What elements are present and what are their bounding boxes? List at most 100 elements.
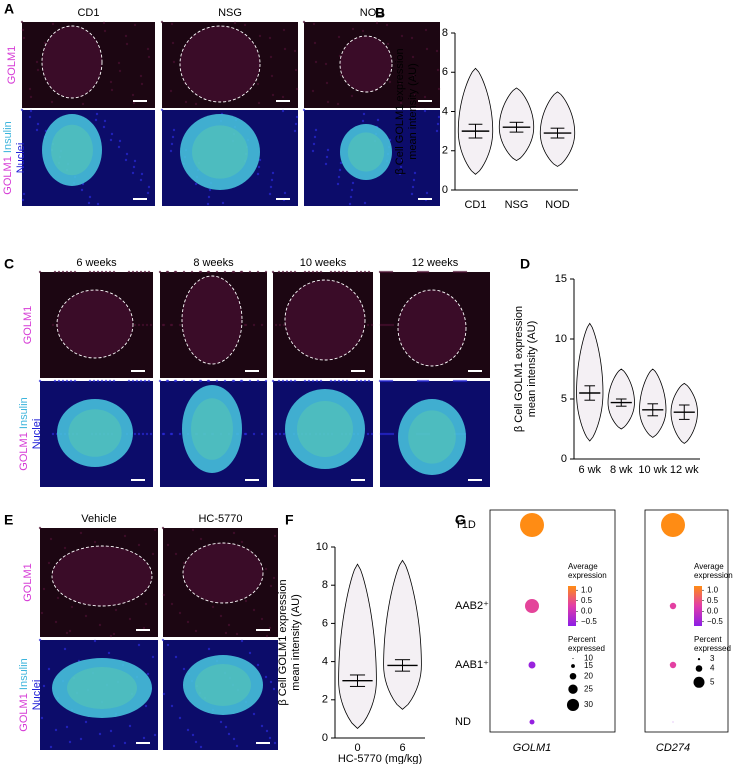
texture: [165, 379, 169, 383]
texture: [349, 195, 353, 199]
texture: [22, 36, 26, 40]
micrograph: [160, 20, 299, 108]
islet: [398, 399, 466, 475]
y-tick-label: 15: [555, 273, 567, 285]
micrograph: [271, 270, 374, 378]
texture: [313, 135, 317, 139]
violin: [457, 67, 494, 175]
texture: [162, 593, 166, 597]
texture: [182, 379, 186, 383]
panel-label: G: [455, 512, 466, 528]
texture: [388, 379, 392, 383]
texture: [307, 270, 311, 274]
texture: [273, 534, 277, 538]
texture: [133, 432, 137, 436]
dot: [528, 661, 536, 669]
texture: [386, 270, 390, 274]
y-tick-label: 6: [322, 617, 328, 629]
texture: [248, 651, 252, 655]
texture: [258, 158, 262, 162]
texture: [268, 36, 272, 40]
texture: [400, 34, 404, 38]
row-label-part: Insulin: [2, 121, 14, 153]
texture: [256, 379, 260, 383]
texture: [102, 125, 106, 129]
texture: [312, 22, 316, 26]
islet-outline: [51, 545, 153, 607]
texture: [437, 87, 441, 91]
texture: [56, 596, 60, 600]
texture: [289, 270, 293, 274]
texture: [264, 675, 268, 679]
texture: [151, 552, 155, 556]
texture: [271, 93, 275, 97]
column-label: HC-5770: [198, 513, 242, 525]
texture: [265, 729, 269, 733]
texture: [345, 270, 349, 274]
y-tick-label: 2: [322, 694, 328, 706]
size-key-label: 5: [710, 677, 715, 686]
texture: [389, 323, 393, 327]
texture: [109, 80, 113, 84]
texture: [223, 270, 227, 274]
texture: [80, 188, 84, 192]
texture: [293, 379, 297, 383]
texture: [208, 188, 212, 192]
texture: [124, 34, 128, 38]
texture: [135, 379, 139, 383]
texture: [425, 191, 429, 195]
texture: [460, 379, 464, 383]
texture: [65, 379, 69, 383]
texture: [282, 28, 286, 32]
micrograph: [158, 379, 268, 487]
texture: [319, 270, 323, 274]
texture: [252, 323, 256, 327]
row-label: GOLM1 Insulin: [18, 658, 30, 731]
texture: [302, 108, 306, 112]
texture: [143, 379, 147, 383]
texture: [108, 270, 112, 274]
texture: [190, 379, 194, 383]
texture: [388, 80, 392, 84]
texture: [268, 626, 272, 630]
texture: [161, 323, 165, 327]
texture: [81, 102, 85, 106]
texture: [92, 270, 96, 274]
texture: [265, 634, 269, 638]
texture: [132, 165, 136, 169]
column-label: 8 weeks: [193, 257, 234, 269]
texture: [215, 379, 219, 383]
texture: [42, 587, 46, 591]
texture: [410, 36, 414, 40]
texture: [410, 192, 414, 196]
texture: [144, 704, 148, 708]
texture: [426, 379, 430, 383]
texture: [264, 567, 268, 571]
y-axis-label: mean intensity (AU): [290, 594, 302, 691]
texture: [69, 270, 73, 274]
texture: [158, 270, 162, 274]
texture: [464, 379, 468, 383]
texture: [361, 119, 365, 123]
texture: [51, 323, 55, 327]
texture: [339, 73, 343, 77]
texture: [123, 534, 127, 538]
texture: [128, 617, 132, 621]
texture: [178, 716, 182, 720]
texture: [420, 379, 424, 383]
texture: [107, 651, 111, 655]
texture: [194, 740, 198, 744]
texture: [73, 379, 77, 383]
panel-label: C: [4, 256, 14, 272]
texture: [337, 379, 341, 383]
panel-label: B: [375, 5, 385, 21]
texture: [215, 270, 219, 274]
legend-title: Percent: [694, 635, 722, 644]
texture: [103, 119, 107, 123]
texture: [194, 102, 198, 106]
texture: [178, 323, 182, 327]
texture: [270, 74, 274, 78]
texture: [147, 185, 151, 189]
texture: [271, 379, 275, 383]
micrograph: [161, 526, 278, 638]
